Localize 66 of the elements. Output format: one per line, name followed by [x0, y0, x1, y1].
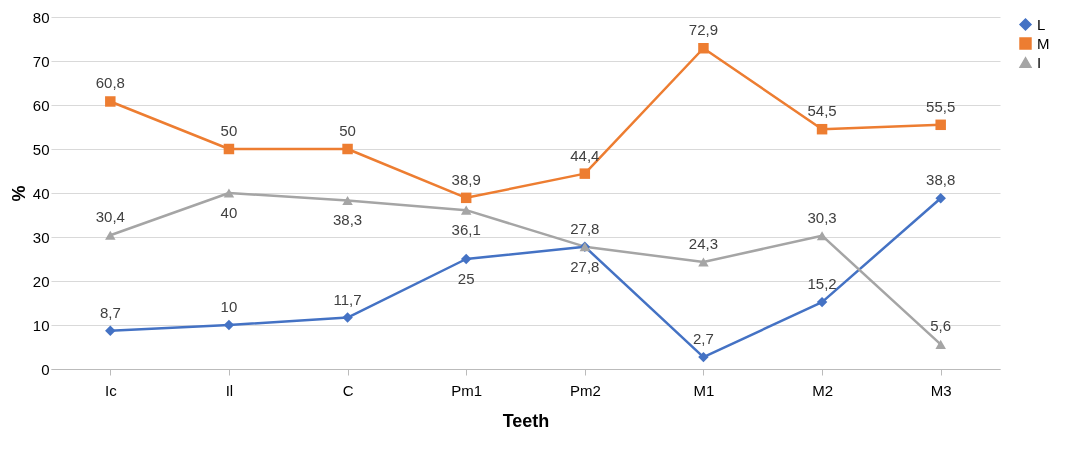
- y-tick-label: 30: [32, 228, 50, 246]
- data-label: 40: [220, 204, 238, 221]
- point: [342, 143, 353, 155]
- data-label: 50: [220, 122, 238, 139]
- data-label: 25: [457, 270, 475, 287]
- data-label: 30,3: [807, 208, 837, 226]
- data-label: 60,8: [95, 74, 125, 92]
- data-label: 11,7: [333, 290, 362, 308]
- y-tick-label: 40: [32, 184, 50, 202]
- x-tick-label: M2: [812, 381, 833, 399]
- point: [105, 325, 116, 336]
- data-label: 24,3: [688, 235, 719, 253]
- point: [816, 123, 828, 135]
- y-tick-label: 10: [32, 316, 50, 334]
- y-tick-label: 70: [32, 52, 50, 70]
- point: [460, 205, 472, 215]
- data-label: 8,7: [99, 303, 121, 321]
- data-label: 30,4: [95, 208, 125, 226]
- data-label: 38,9: [451, 170, 481, 188]
- data-label: 15,2: [807, 275, 837, 293]
- x-tick-label: M1: [693, 381, 715, 399]
- data-label: 27,8: [570, 257, 600, 275]
- data-label: 72,9: [688, 21, 719, 39]
- y-tick-label: 60: [32, 96, 50, 114]
- data-label: 50: [339, 122, 356, 139]
- x-tick-label: Ic: [104, 381, 118, 399]
- data-label: 2,7: [693, 330, 714, 348]
- point: [342, 195, 353, 206]
- point: [935, 193, 946, 204]
- point: [342, 312, 353, 323]
- point: [698, 43, 709, 54]
- x-tick-label: Pm2: [569, 381, 601, 399]
- legend-label: M: [1037, 34, 1050, 52]
- y-tick-label: 0: [41, 360, 50, 378]
- point: [579, 168, 591, 179]
- legend-label: I: [1037, 53, 1042, 71]
- point: [105, 96, 116, 107]
- point: [223, 143, 235, 155]
- x-tick-label: Pm1: [451, 381, 483, 399]
- data-label: 38,8: [926, 171, 956, 189]
- point: [223, 188, 235, 198]
- x-axis-title: Teeth: [502, 410, 550, 431]
- point: [698, 351, 709, 363]
- point: [935, 119, 946, 131]
- y-axis-title: %: [8, 185, 29, 202]
- x-tick-label: Il: [225, 381, 234, 399]
- data-label: 36,1: [451, 221, 481, 239]
- point: [105, 230, 116, 240]
- point: [935, 339, 946, 349]
- data-label: 5,6: [930, 317, 952, 335]
- y-tick-label: 50: [32, 140, 50, 158]
- point: [816, 296, 828, 308]
- point: [698, 257, 709, 267]
- y-tick-label: 80: [32, 8, 50, 26]
- x-tick-label: C: [342, 381, 354, 399]
- point: [460, 192, 472, 204]
- x-tick-label: M3: [930, 381, 952, 399]
- data-label: 44,4: [570, 146, 600, 164]
- data-label: 10: [220, 298, 238, 315]
- data-label: 27,8: [570, 219, 600, 237]
- y-tick-label: 20: [32, 272, 50, 290]
- point: [460, 253, 472, 265]
- data-label: 38,3: [332, 211, 363, 229]
- data-label: 54,5: [807, 102, 837, 120]
- legend-label: L: [1037, 15, 1046, 33]
- data-label: 55,5: [926, 97, 956, 115]
